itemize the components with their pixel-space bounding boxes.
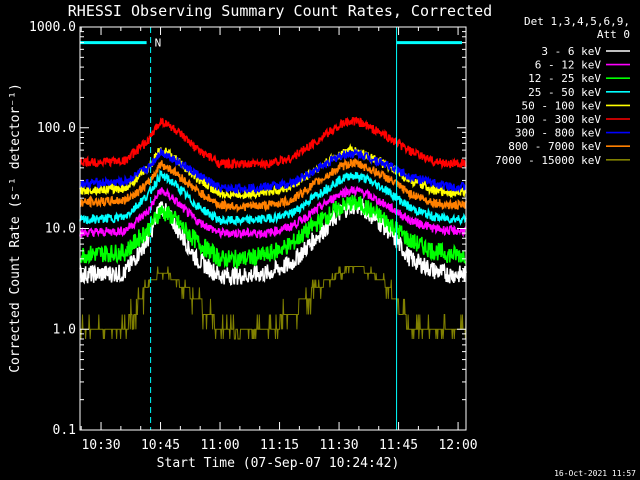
y-tick-label: 1000.0 bbox=[29, 20, 76, 35]
legend-label: 3 - 6 keV bbox=[541, 45, 601, 58]
y-tick-label: 10.0 bbox=[45, 222, 76, 237]
y-axis-label: Corrected Count Rate (s⁻¹ detector⁻¹) bbox=[8, 83, 23, 373]
annotation-group: N bbox=[79, 27, 467, 430]
series-line-2 bbox=[79, 194, 467, 269]
x-tick-label: 11:30 bbox=[319, 438, 358, 453]
legend-header-line-1: Det 1,3,4,5,6,9, bbox=[524, 15, 630, 28]
legend-label: 12 - 25 keV bbox=[528, 72, 601, 85]
plot-frame bbox=[79, 26, 467, 431]
x-tick-label: 10:30 bbox=[81, 438, 120, 453]
x-tick-label: 11:45 bbox=[379, 438, 418, 453]
series-line-6 bbox=[79, 148, 467, 195]
series-line-5 bbox=[79, 116, 467, 171]
series-line-7 bbox=[79, 157, 467, 214]
x-tick-label: 11:15 bbox=[260, 438, 299, 453]
series-line-0 bbox=[79, 196, 467, 286]
legend-label: 800 - 7000 keV bbox=[508, 140, 601, 153]
legend-label: 6 - 12 keV bbox=[535, 59, 602, 72]
x-axis-label: Start Time (07-Sep-07 10:24:42) bbox=[157, 456, 400, 471]
series-group bbox=[79, 116, 467, 340]
x-tick-label: 10:45 bbox=[141, 438, 180, 453]
series-line-1 bbox=[79, 185, 467, 240]
legend-label: 50 - 100 keV bbox=[522, 99, 602, 112]
legend-label: 7000 - 15000 keV bbox=[495, 154, 601, 167]
chart-title: RHESSI Observing Summary Count Rates, Co… bbox=[68, 2, 492, 20]
series-line-8 bbox=[80, 266, 467, 340]
x-axis: 10:30 10:45 11:00 11:15 11:30 11:45 12:00 bbox=[80, 27, 478, 453]
y-tick-label: 0.1 bbox=[53, 423, 76, 438]
x-tick-label: 12:00 bbox=[438, 438, 477, 453]
y-tick-label: 100.0 bbox=[37, 121, 76, 136]
legend-label: 25 - 50 keV bbox=[528, 86, 601, 99]
y-tick-label: 1.0 bbox=[53, 322, 76, 337]
legend-label: 100 - 300 keV bbox=[515, 113, 601, 126]
saa-label: N bbox=[155, 37, 162, 50]
legend-label: 300 - 800 keV bbox=[515, 127, 601, 140]
x-tick-label: 11:00 bbox=[200, 438, 239, 453]
timestamp: 16-Oct-2021 11:57 bbox=[554, 469, 636, 478]
series-line-3 bbox=[79, 168, 467, 227]
legend-header-line-2: Att 0 bbox=[597, 28, 630, 41]
